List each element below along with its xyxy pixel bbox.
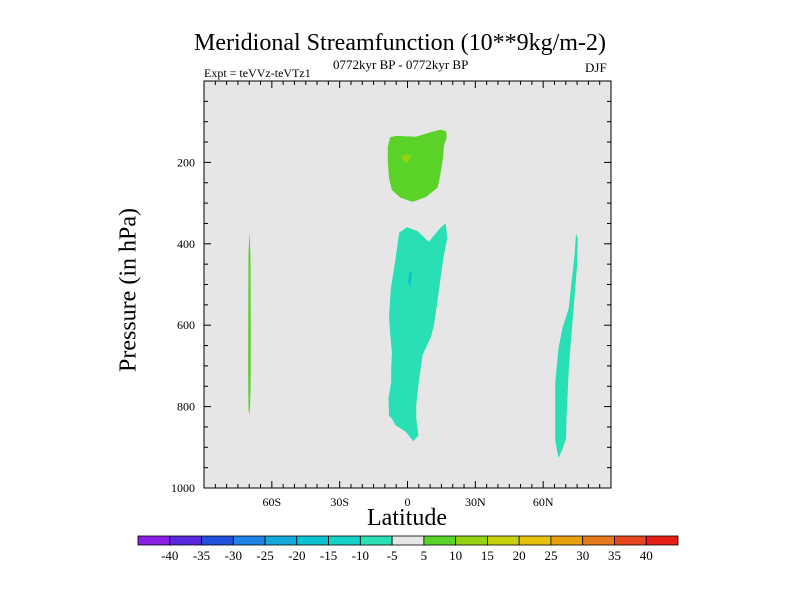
colorbar-label: 40 bbox=[640, 548, 653, 563]
colorbar-label: 30 bbox=[576, 548, 589, 563]
colorbar-label: -25 bbox=[256, 548, 273, 563]
colorbar-label: 25 bbox=[544, 548, 557, 563]
colorbar-box bbox=[391, 535, 425, 546]
colorbar-box bbox=[359, 535, 393, 546]
colorbar-box bbox=[232, 535, 266, 546]
contour-region-northern-polar-strip bbox=[555, 234, 578, 458]
colorbar-label: 15 bbox=[481, 548, 494, 563]
colorbar-label: 10 bbox=[449, 548, 462, 563]
colorbar-label: -20 bbox=[288, 548, 305, 563]
time-range-label: 0772kyr BP - 0772kyr BP bbox=[333, 57, 469, 72]
colorbar-box bbox=[169, 535, 202, 546]
colorbar-box bbox=[455, 535, 488, 546]
colorbar-box bbox=[614, 535, 647, 546]
chart-title: Meridional Streamfunction (10**9kg/m-2) bbox=[194, 30, 606, 56]
x-tick-label: 0 bbox=[405, 495, 411, 509]
contour-region-southern-polar-strip bbox=[248, 232, 251, 415]
colorbar-label: -30 bbox=[225, 548, 242, 563]
colorbar-label: -15 bbox=[320, 548, 337, 563]
colorbar-box bbox=[645, 535, 679, 546]
colorbar-label: 5 bbox=[421, 548, 428, 563]
colorbar-box bbox=[137, 535, 171, 546]
experiment-label: Expt = teVVz-teVTz1 bbox=[204, 66, 311, 80]
y-tick-label: 800 bbox=[177, 400, 195, 414]
colorbar-box bbox=[328, 535, 361, 546]
colorbar-box bbox=[518, 535, 552, 546]
contour-region-lower-tropical-cell bbox=[388, 223, 448, 442]
contour-region-upper-tropical-cell bbox=[387, 129, 447, 202]
colorbar-box bbox=[296, 535, 329, 546]
x-tick-label: 30S bbox=[330, 495, 349, 509]
y-tick-label: 200 bbox=[177, 155, 195, 169]
x-tick-label: 60S bbox=[262, 495, 281, 509]
colorbar-label: 35 bbox=[608, 548, 621, 563]
x-tick-label: 30N bbox=[465, 495, 486, 509]
x-tick-label: 60N bbox=[533, 495, 554, 509]
y-tick-label: 1000 bbox=[171, 481, 195, 495]
colorbar-label: -35 bbox=[193, 548, 210, 563]
colorbar-box bbox=[487, 535, 520, 546]
colorbar-box bbox=[550, 535, 584, 546]
contour-region-lower-cell-core bbox=[408, 270, 412, 288]
colorbar-label: 20 bbox=[513, 548, 526, 563]
colorbar-box bbox=[582, 535, 615, 546]
colorbar-label: -40 bbox=[161, 548, 178, 563]
y-tick-label: 600 bbox=[177, 318, 195, 332]
contour-region-upper-cell-core bbox=[401, 154, 411, 163]
colorbar-label: -10 bbox=[352, 548, 369, 563]
colorbar-label: -5 bbox=[387, 548, 398, 563]
colorbar-box bbox=[201, 535, 234, 546]
y-tick-label: 400 bbox=[177, 237, 195, 251]
colorbar-box bbox=[264, 535, 298, 546]
colorbar-box bbox=[423, 535, 457, 546]
x-axis-title: Latitude bbox=[367, 505, 447, 531]
season-label: DJF bbox=[585, 60, 607, 75]
